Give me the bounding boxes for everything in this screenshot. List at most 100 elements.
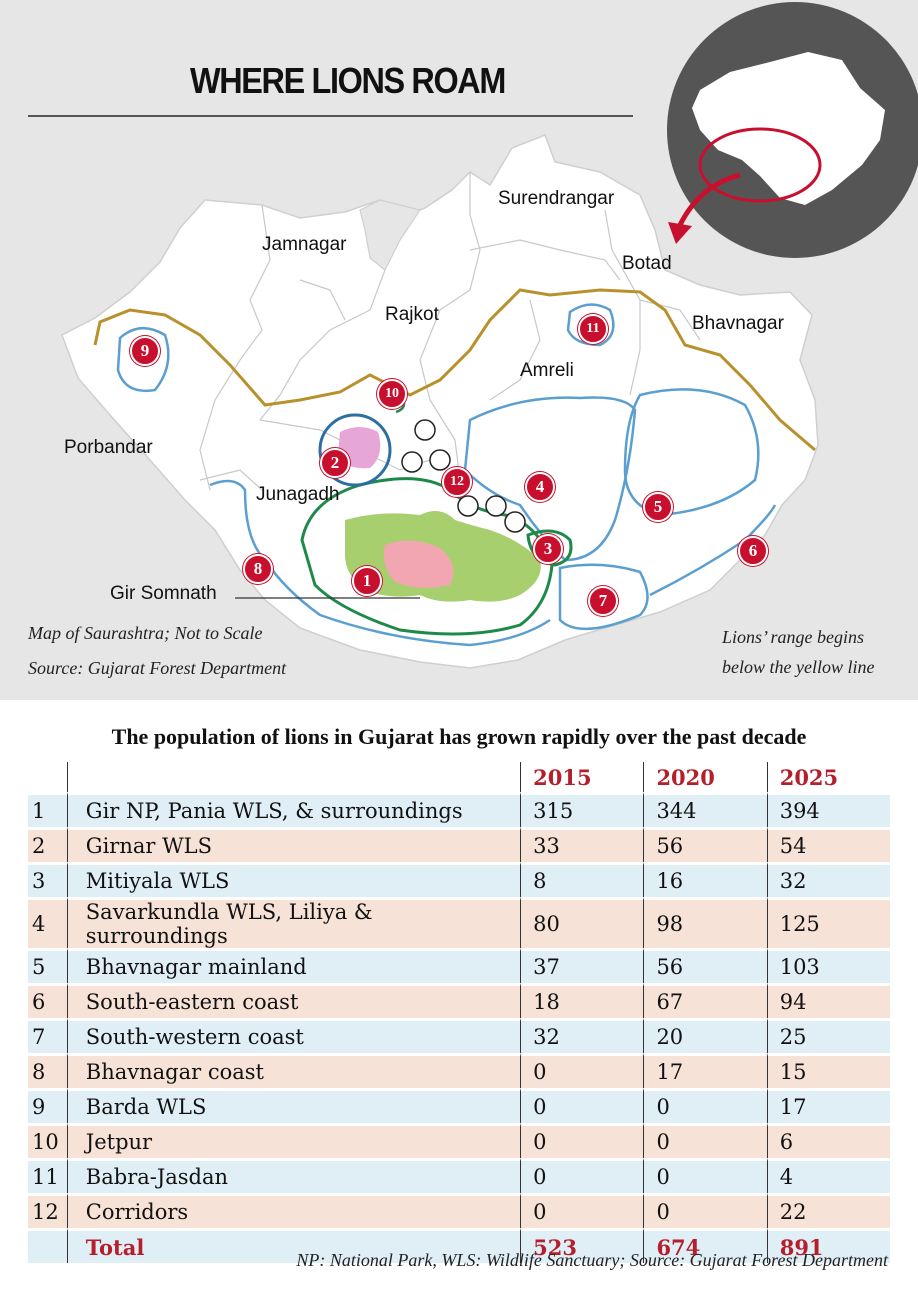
row-value-2020: 56 xyxy=(643,827,767,862)
row-value-2015: 18 xyxy=(520,983,644,1018)
row-value-2025: 125 xyxy=(766,897,890,948)
total-number xyxy=(28,1228,67,1263)
table-row: 5 Bhavnagar mainland 37 56 103 xyxy=(28,948,890,983)
marker-1: 1 xyxy=(352,566,382,596)
table-title: The population of lions in Gujarat has g… xyxy=(111,724,807,749)
marker-10: 10 xyxy=(377,379,407,409)
row-value-2015: 315 xyxy=(520,792,644,827)
sanctuary-fill xyxy=(383,540,454,588)
header-2025: 2025 xyxy=(766,762,890,792)
marker-8: 8 xyxy=(243,554,273,584)
table-row: 4 Savarkundla WLS, Liliya & surroundings 8… xyxy=(28,897,890,948)
inset-arrow xyxy=(677,172,741,227)
row-number: 7 xyxy=(28,1018,67,1053)
table-row: 7 South-western coast 32 20 25 xyxy=(28,1018,890,1053)
row-value-2015: 0 xyxy=(520,1053,644,1088)
map-panel: WHERE LIONS ROAM Surendrangar Jamnagar B… xyxy=(0,0,918,700)
table-header-row: 2015 2020 2025 xyxy=(28,762,890,792)
note-range-line1: Lions’ range begins xyxy=(722,627,865,647)
row-value-2015: 0 xyxy=(520,1088,644,1123)
table-row: 11 Babra-Jasdan 0 0 4 xyxy=(28,1158,890,1193)
row-number: 8 xyxy=(28,1053,67,1088)
label-amreli: Amreli xyxy=(520,360,574,381)
row-value-2015: 37 xyxy=(520,948,644,983)
marker-2: 2 xyxy=(320,448,350,478)
row-value-2025: 54 xyxy=(766,827,890,862)
row-region-name: Mitiyala WLS xyxy=(66,862,521,897)
marker-6: 6 xyxy=(738,536,768,566)
marker-5: 5 xyxy=(643,492,673,522)
table-row: 10 Jetpur 0 0 6 xyxy=(28,1123,890,1158)
header-number xyxy=(28,762,67,792)
row-value-2015: 8 xyxy=(520,862,644,897)
table-total-row: Total 523 674 891 xyxy=(28,1228,890,1263)
row-value-2015: 32 xyxy=(520,1018,644,1053)
total-2020: 674 xyxy=(643,1228,767,1263)
row-value-2025: 15 xyxy=(766,1053,890,1088)
row-value-2015: 0 xyxy=(520,1123,644,1158)
row-number: 4 xyxy=(28,897,67,948)
marker-3: 3 xyxy=(533,534,563,564)
row-value-2025: 103 xyxy=(766,948,890,983)
note-scale: Map of Saurashtra; Not to Scale xyxy=(28,623,263,643)
row-value-2025: 25 xyxy=(766,1018,890,1053)
row-value-2025: 17 xyxy=(766,1088,890,1123)
lion-range-line xyxy=(93,288,816,452)
row-value-2025: 22 xyxy=(766,1193,890,1228)
row-region-name: Gir NP, Pania WLS, & surroundings xyxy=(66,792,521,827)
row-number: 3 xyxy=(28,862,67,897)
corridor-circles xyxy=(401,419,526,533)
table-row: 12 Corridors 0 0 22 xyxy=(28,1193,890,1228)
row-value-2020: 17 xyxy=(643,1053,767,1088)
table-row: 1 Gir NP, Pania WLS, & surroundings 315 344… xyxy=(28,792,890,827)
note-source: Source: Gujarat Forest Department xyxy=(28,658,287,678)
headline-rule xyxy=(28,115,633,117)
row-value-2015: 0 xyxy=(520,1193,644,1228)
row-value-2025: 6 xyxy=(766,1123,890,1158)
header-2015: 2015 xyxy=(520,762,643,792)
saurashtra-map xyxy=(61,2,918,669)
row-value-2025: 4 xyxy=(766,1158,890,1193)
row-value-2020: 0 xyxy=(643,1193,767,1228)
girnar-outline xyxy=(318,413,392,487)
gujarat-silhouette xyxy=(692,52,885,205)
row-value-2020: 56 xyxy=(643,948,767,983)
row-number: 12 xyxy=(28,1193,67,1228)
row-value-2025: 94 xyxy=(766,983,890,1018)
label-surendranagar: Surendrangar xyxy=(498,188,615,209)
table-row: 2 Girnar WLS 33 56 54 xyxy=(28,827,890,862)
label-botad: Botad xyxy=(622,253,672,274)
inset-highlight xyxy=(698,127,822,203)
row-region-name: South-western coast xyxy=(66,1018,521,1053)
label-gir-somnath: Gir Somnath xyxy=(110,583,217,604)
table-row: 8 Bhavnagar coast 0 17 15 xyxy=(28,1053,890,1088)
row-value-2015: 80 xyxy=(520,897,644,948)
inset-arrowhead xyxy=(668,222,692,244)
row-region-name: Corridors xyxy=(66,1193,521,1228)
total-label: Total xyxy=(66,1228,521,1263)
total-2025: 891 xyxy=(766,1228,890,1263)
label-porbandar: Porbandar xyxy=(64,437,153,458)
row-region-name: Bhavnagar coast xyxy=(66,1053,521,1088)
row-value-2020: 67 xyxy=(643,983,767,1018)
population-table: 2015 2020 2025 1 Gir NP, Pania WLS, & sur… xyxy=(28,762,890,1263)
label-jamnagar: Jamnagar xyxy=(262,234,347,255)
row-number: 1 xyxy=(28,792,67,827)
row-value-2020: 20 xyxy=(643,1018,767,1053)
table-row: 9 Barda WLS 0 0 17 xyxy=(28,1088,890,1123)
row-region-name: South-eastern coast xyxy=(66,983,521,1018)
row-value-2020: 0 xyxy=(643,1158,767,1193)
row-value-2025: 394 xyxy=(766,792,890,827)
label-bhavnagar: Bhavnagar xyxy=(692,313,784,334)
gulf-notch xyxy=(359,199,421,271)
marker-4: 4 xyxy=(525,472,555,502)
row-number: 10 xyxy=(28,1123,67,1158)
label-junagadh: Junagadh xyxy=(256,484,340,505)
marker-9: 9 xyxy=(130,336,160,366)
row-region-name: Barda WLS xyxy=(66,1088,521,1123)
row-value-2020: 0 xyxy=(643,1123,767,1158)
table-row: 6 South-eastern coast 18 67 94 xyxy=(28,983,890,1018)
row-region-name: Babra-Jasdan xyxy=(66,1158,521,1193)
row-region-name: Bhavnagar mainland xyxy=(66,948,521,983)
row-number: 6 xyxy=(28,983,67,1018)
